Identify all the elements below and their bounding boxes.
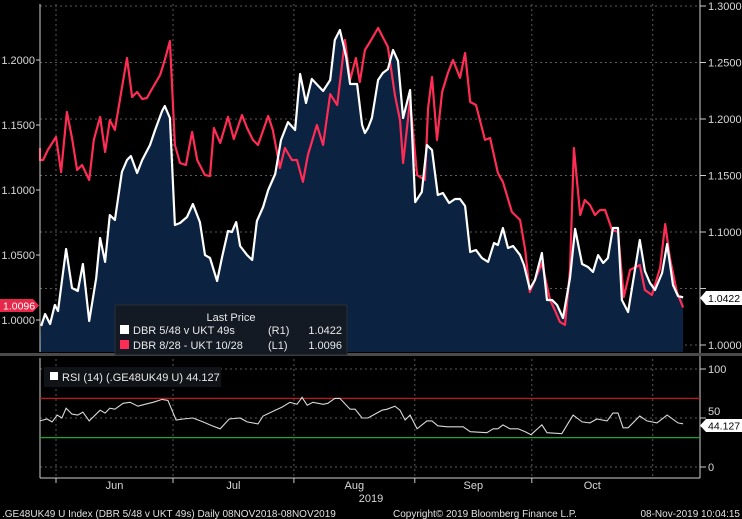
rsi-axis-label: 0 [708,462,714,474]
right-axis-label: 1.3000 [708,1,742,13]
left-axis-label: 1.0000 [1,315,35,327]
footer-copyright: Copyright© 2019 Bloomberg Finance L.P. [393,509,577,519]
left-last-value: 1.0096 [3,301,35,313]
right-axis-label: 1.2000 [708,114,742,126]
legend: Last Price DBR 5/48 v UKT 49s (R1) 1.042… [114,304,348,356]
rsi-legend-swatch [50,372,58,380]
x-year-label: 2019 [359,493,383,505]
rsi-axis-label: 100 [708,364,726,376]
right-axis-label: 1.0000 [708,340,742,352]
legend-swatch-white [120,325,129,334]
panel-divider [0,353,742,356]
x-axis-label: Aug [345,480,365,492]
x-axis-label: Sep [464,480,484,492]
left-last-tag: 1.0096 [0,299,39,313]
rsi-legend-box [44,367,221,387]
left-axis-label: 1.1000 [1,185,35,197]
legend-axis-red: (L1) [268,340,288,352]
white-series-line [40,28,684,327]
left-axis-label: 1.2000 [1,55,35,67]
legend-label-red: DBR 8/28 - UKT 10/28 [133,340,243,352]
right-axis-label: 1.2500 [708,58,742,70]
rsi-last-value: 44.127 [708,421,740,433]
rsi-legend: RSI (14) (.GE48UK49 U) 44.127 [44,367,221,387]
left-axis-label: 1.1500 [1,120,35,132]
right-axis-label: 1.1500 [708,171,742,183]
rsi-axis-label: 50 [708,406,720,418]
x-axis: Jun Jul Aug Sep Oct [55,478,601,492]
left-axis-label: 1.0500 [1,250,35,262]
x-axis-label: Oct [584,480,601,492]
legend-title: Last Price [207,312,256,324]
x-axis-label: Jul [226,480,240,492]
right-axis-label: 1.1000 [708,227,742,239]
rsi-line [39,396,684,436]
right-last-tag: 1.0422 [700,291,742,305]
legend-value-red: 1.0096 [308,340,342,352]
legend-box [114,304,348,356]
legend-label-white: DBR 5/48 v UKT 49s [133,325,235,337]
x-axis-label: Jun [106,480,124,492]
legend-axis-white: (R1) [268,325,289,337]
rsi-legend-label: RSI (14) (.GE48UK49 U) 44.127 [62,372,220,384]
footer-security: .GE48UK49 U Index (DBR 5/48 v UKT 49s) D… [2,509,336,519]
rsi-last-tag: 44.127 [700,419,742,433]
right-last-value: 1.0422 [708,293,740,305]
axes: 1.0000 1.1000 1.1500 1.2000 1.2500 1.3000 1.00… [0,0,742,479]
legend-value-white: 1.0422 [308,325,342,337]
legend-swatch-red [120,340,129,349]
footer-timestamp: 08-Nov-2019 10:04:15 [640,509,740,519]
red-series-line [38,26,685,326]
white-series-area [40,30,684,352]
